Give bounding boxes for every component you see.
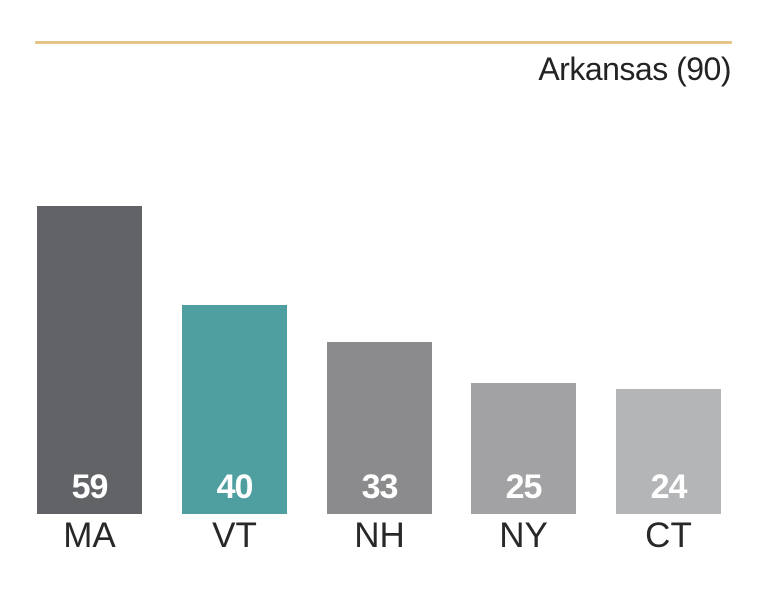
bar-value-label: 40 bbox=[216, 468, 254, 506]
bar-category-label: NY bbox=[499, 516, 548, 555]
bar-value-label: 24 bbox=[650, 468, 688, 506]
bar-value-label: 59 bbox=[71, 468, 109, 506]
bar-nh: 33 bbox=[327, 342, 432, 514]
bar-category-label: CT bbox=[645, 516, 692, 555]
bar-category-label: MA bbox=[63, 516, 116, 555]
bar-ny: 25 bbox=[471, 383, 576, 514]
bar-value-label: 25 bbox=[505, 468, 543, 506]
bar-ma: 59 bbox=[37, 206, 142, 514]
chart-title: Arkansas (90) bbox=[538, 51, 731, 87]
bar-category-label: NH bbox=[354, 516, 405, 555]
bar-ct: 24 bbox=[616, 389, 721, 514]
bar-value-label: 33 bbox=[361, 468, 399, 506]
bar-vt: 40 bbox=[182, 305, 287, 514]
bar-category-label: VT bbox=[212, 516, 257, 555]
top-rule bbox=[35, 41, 732, 44]
